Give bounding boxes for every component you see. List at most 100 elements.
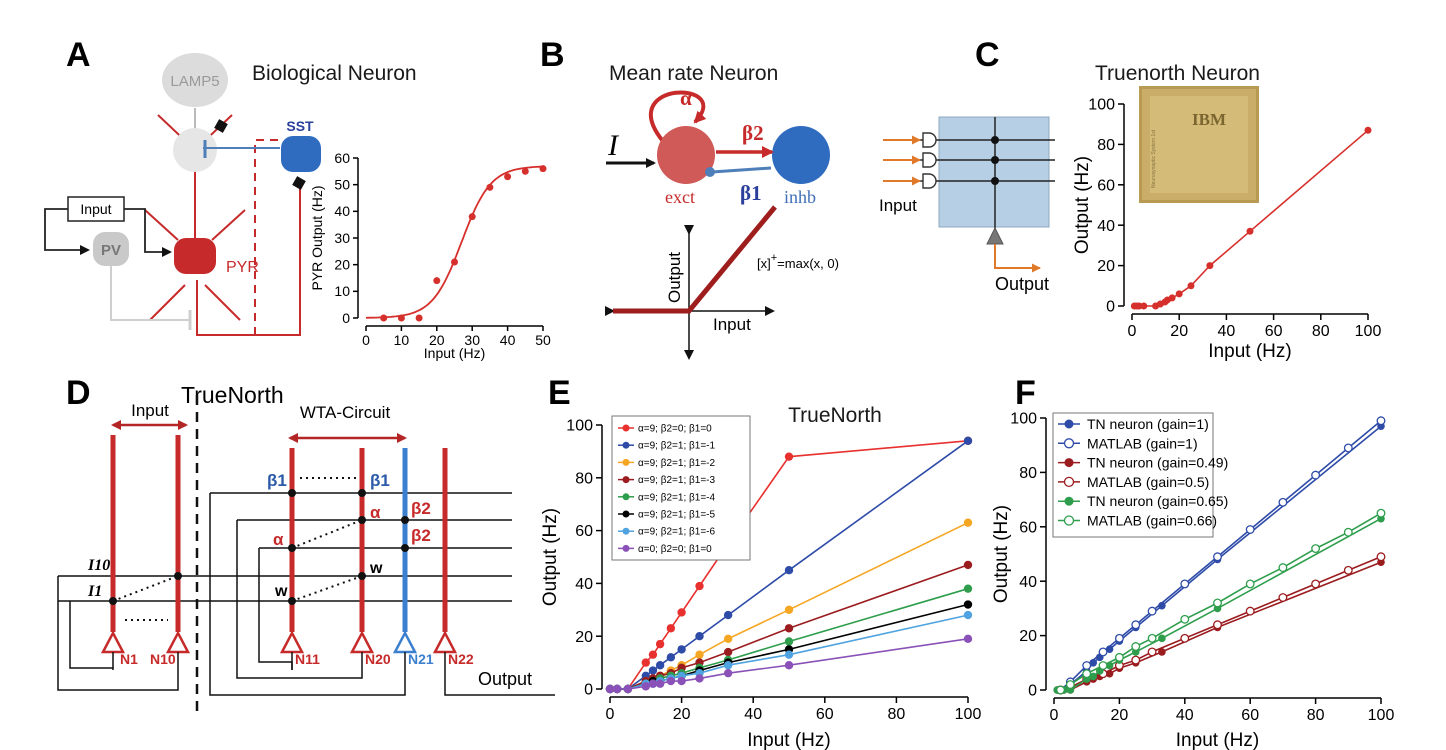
data-point <box>1206 262 1214 270</box>
beta2-label: β2 <box>742 121 764 145</box>
y-tick-label: 60 <box>575 523 593 540</box>
panel-letter-e: E <box>548 374 571 412</box>
input-current-symbol: I <box>607 129 620 162</box>
d-n10: N10 <box>150 651 176 667</box>
legend-label: MATLAB (gain=0.5) <box>1087 474 1209 490</box>
data-point <box>666 624 676 633</box>
data-point <box>1131 642 1141 651</box>
y-tick-label: 40 <box>575 576 593 593</box>
data-point <box>1343 565 1353 575</box>
legend-label: α=9; β2=1; β1=-1 <box>638 441 715 452</box>
x-tick-label: 100 <box>1368 707 1395 724</box>
data-point <box>963 560 973 570</box>
legend-marker <box>1063 438 1075 449</box>
exct-label: exct <box>665 187 695 207</box>
legend-label: α=9; β2=1; β1=-3 <box>638 475 715 486</box>
y-tick-label: 80 <box>575 470 593 487</box>
y-tick-label: 40 <box>1019 574 1037 591</box>
data-point <box>1278 593 1288 602</box>
y-tick-label: 60 <box>1097 177 1115 194</box>
data-point <box>677 676 686 686</box>
x-tick-label: 10 <box>394 332 410 348</box>
data-point <box>1343 443 1353 453</box>
relu-plot: Output Input [x]+=max(x, 0) <box>605 205 839 360</box>
panel-letter-d: D <box>66 374 91 412</box>
d-w-right: w <box>369 560 383 577</box>
relu-formula: [x]+=max(x, 0) <box>757 252 839 271</box>
d-beta2-top: β2 <box>411 499 431 518</box>
dendrite-soma <box>173 128 217 172</box>
data-point <box>655 639 665 649</box>
data-point <box>963 610 973 620</box>
d-output-label: Output <box>478 669 532 689</box>
panel-letter-f: F <box>1015 374 1036 412</box>
y-tick-label: 0 <box>1028 683 1037 700</box>
pv-neuron <box>93 232 129 266</box>
panel-letter-b: B <box>540 36 565 74</box>
data-point <box>1311 579 1321 589</box>
beta1-label: β1 <box>740 181 762 205</box>
y-tick-label: 50 <box>334 177 350 193</box>
axon-inputs <box>922 132 937 189</box>
data-point <box>1147 633 1157 643</box>
x-axis-label: Input (Hz) <box>424 345 485 361</box>
panel-letter-a: A <box>66 36 91 74</box>
d-w-left: w <box>274 583 288 600</box>
panel-a: A Biological Neuron LAMP5 SST PYR Input <box>44 36 551 361</box>
legend-label: α=9; β2=1; β1=-4 <box>638 492 715 503</box>
data-point <box>963 600 973 609</box>
panel-f: F 0 20 40 60 80 100 0 20 40 60 80 100 Input (Hz) Outp… <box>991 374 1394 750</box>
d-beta1-left: β1 <box>267 471 287 490</box>
crossbar-input-label: Input <box>879 196 917 215</box>
y-tick-label: 20 <box>1097 258 1115 275</box>
data-point <box>1098 647 1108 657</box>
fit-curve <box>366 165 543 319</box>
x-tick-label: 20 <box>429 332 445 348</box>
data-point <box>648 650 658 659</box>
panel-a-title: Biological Neuron <box>252 62 417 85</box>
data-point <box>1147 606 1157 616</box>
data-point <box>1245 606 1255 616</box>
panel-c-title: Truenorth Neuron <box>1095 62 1260 85</box>
chart-a: 0 10 20 30 40 50 0 10 20 30 40 50 60 Input (Hz) PYR Ou… <box>309 150 551 361</box>
data-point <box>1131 655 1141 665</box>
wta-label: WTA-Circuit <box>300 403 391 422</box>
y-tick-label: 20 <box>334 257 350 273</box>
data-point <box>1158 648 1166 656</box>
legend-marker <box>622 544 630 552</box>
legend-marker <box>1063 476 1075 488</box>
data-point <box>677 645 686 654</box>
chart-e: 0 20 40 60 80 100 0 20 40 60 80 100 Input (Hz) Output… <box>540 404 981 750</box>
data-point <box>695 674 704 683</box>
x-tick-label: 80 <box>1307 707 1325 724</box>
data-point <box>1158 634 1166 643</box>
data-point <box>784 637 794 646</box>
chip-small-text: Neurosynaptic System 1st <box>1151 129 1157 188</box>
data-point <box>1114 652 1124 662</box>
legend-label: α=9; β2=0; β1=0 <box>638 424 712 435</box>
y-tick-label: 100 <box>1010 411 1037 428</box>
data-point <box>1131 620 1141 630</box>
series <box>1130 126 1372 310</box>
legend-label: α=9; β2=1; β1=-5 <box>638 510 715 521</box>
lamp5-neuron: LAMP5 <box>162 53 228 130</box>
d-n21: N21 <box>408 651 434 667</box>
data-point <box>1246 227 1254 235</box>
data-point <box>784 452 794 461</box>
data-point <box>648 666 658 675</box>
data-point <box>1213 620 1222 630</box>
data-point <box>1180 614 1190 624</box>
y-tick-label: 100 <box>566 418 593 435</box>
pv-label: PV <box>101 242 121 259</box>
data-point <box>641 682 650 691</box>
data-point <box>1376 416 1386 426</box>
legend-marker <box>622 510 630 518</box>
ibm-chip-photo: IBM Neurosynaptic System 1st <box>1139 86 1259 203</box>
y-tick-label: 0 <box>342 310 350 326</box>
x-tick-label: 80 <box>888 706 906 723</box>
y-tick-label: 100 <box>1088 97 1115 114</box>
chart-title: TrueNorth <box>788 404 882 427</box>
x-tick-label: 0 <box>1050 707 1059 724</box>
alpha-self-loop <box>649 90 707 142</box>
